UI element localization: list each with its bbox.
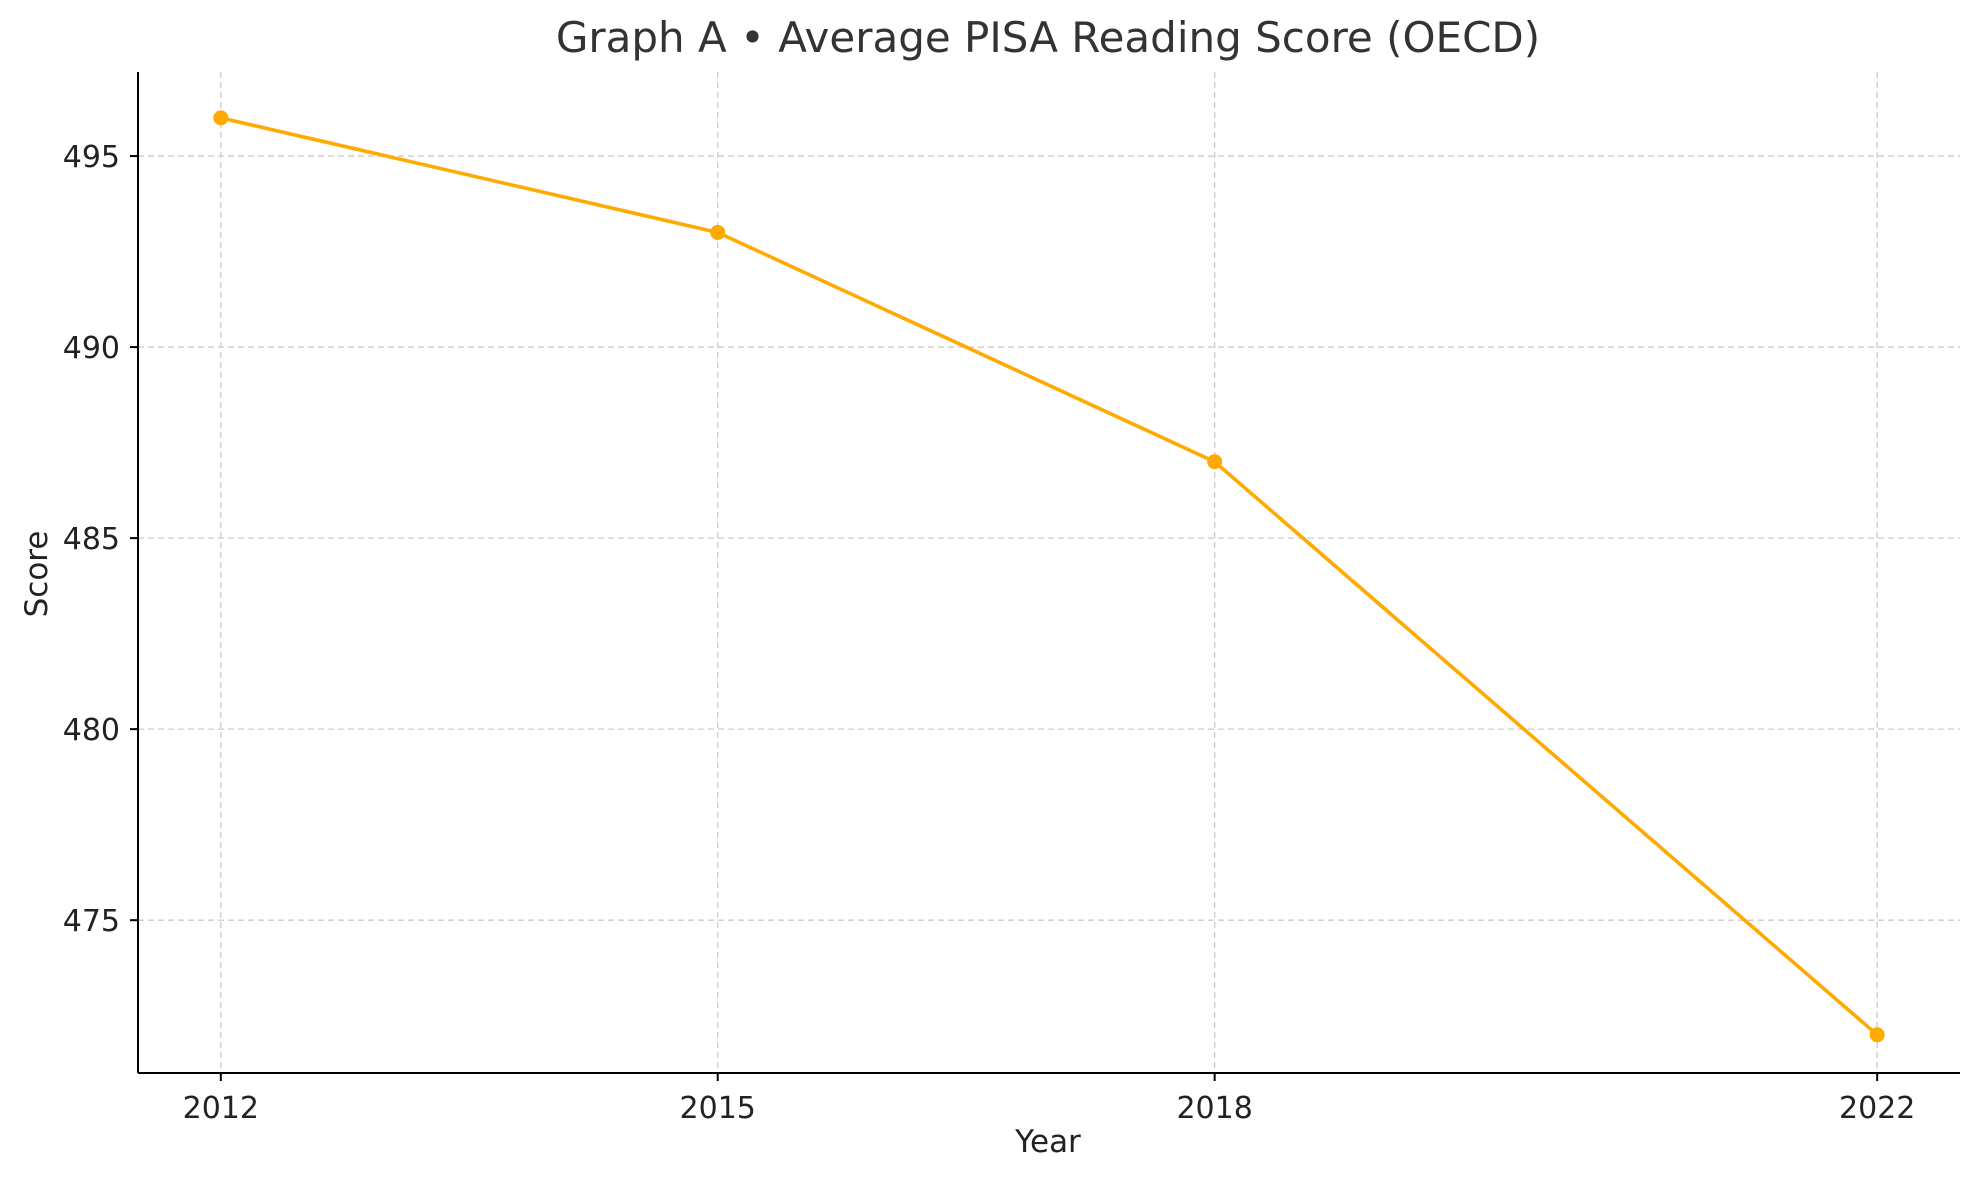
- x-ticks: 2012 2015 2018 2022: [183, 1073, 1915, 1126]
- y-tick-label: 480: [63, 713, 120, 748]
- x-axis-label: Year: [1014, 1124, 1081, 1160]
- y-tick-label: 490: [63, 331, 120, 366]
- x-tick-label: 2022: [1839, 1091, 1915, 1126]
- x-tick-label: 2012: [183, 1091, 259, 1126]
- y-ticks: 475 480 485 490 495: [63, 140, 138, 939]
- data-point: [213, 110, 229, 126]
- y-tick-label: 475: [63, 904, 120, 939]
- y-tick-label: 485: [63, 522, 120, 557]
- data-point: [1869, 1027, 1885, 1043]
- x-tick-label: 2015: [680, 1091, 756, 1126]
- y-tick-label: 495: [63, 140, 120, 175]
- x-tick-label: 2018: [1176, 1091, 1252, 1126]
- x-grid: [220, 72, 1878, 1073]
- y-axis-label: Score: [19, 531, 55, 618]
- series-line: [219, 116, 1879, 1037]
- data-point: [1207, 454, 1223, 470]
- chart-title: Graph A • Average PISA Reading Score (OE…: [556, 13, 1540, 62]
- y-grid: [138, 155, 1960, 921]
- data-point: [710, 224, 726, 240]
- series-layer: [213, 110, 1885, 1043]
